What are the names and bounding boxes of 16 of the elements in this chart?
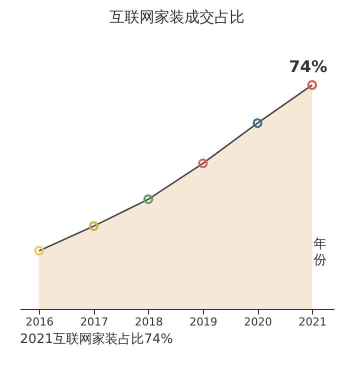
x-tick-label: 2016 — [26, 316, 54, 328]
point — [34, 246, 44, 256]
point — [198, 158, 208, 168]
point — [252, 118, 262, 128]
x-tick-label: 2021 — [298, 316, 327, 328]
x-tick-label: 2020 — [244, 316, 272, 328]
point — [88, 221, 99, 231]
point — [143, 194, 154, 204]
x-tick-label: 2017 — [80, 316, 108, 328]
x-tick-label: 2018 — [134, 316, 163, 328]
x-tick-label: 2019 — [189, 316, 218, 328]
text: 74% — [289, 57, 328, 76]
point — [307, 80, 318, 90]
text: 2021互联网家装占比74% — [20, 331, 173, 347]
x-axis-title: 年份 — [314, 237, 326, 268]
chart-title: 互联网家装成交占比 — [110, 8, 244, 26]
